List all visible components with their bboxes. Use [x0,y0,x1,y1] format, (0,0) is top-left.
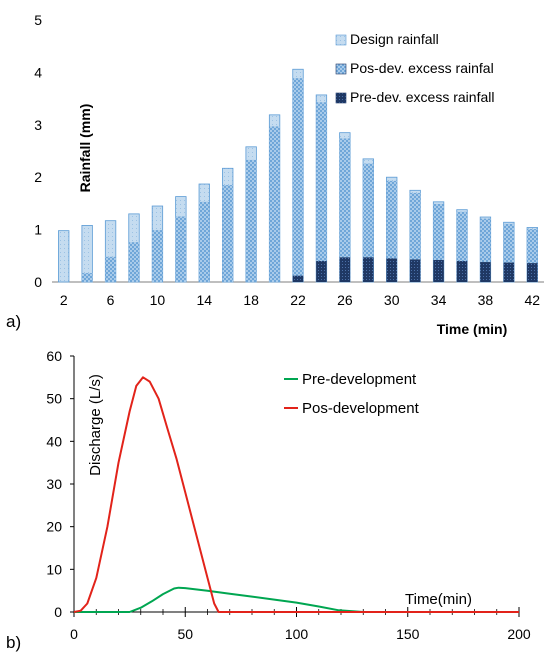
y-tick-label: 3 [34,117,42,133]
y-axis-title: Rainfall (mm) [77,104,93,193]
pre-development-line [74,586,519,613]
pos-dev-excess-bar [128,242,140,282]
x-tick-label: 0 [70,626,78,642]
y-axis-title: Discharge (L/s) [87,374,104,476]
pre-dev-excess-bar [480,262,491,282]
y-tick-label: 2 [34,169,42,185]
x-tick-label: 22 [290,292,306,308]
x-tick-label: 150 [396,626,420,642]
x-tick-label: 14 [196,292,212,308]
pre-dev-excess-bar [363,257,374,282]
pre-dev-excess-bar [503,262,515,282]
legend-pre-dev-excess-label: Pre-dev. excess rainfall [350,89,494,105]
y-tick-label: 40 [46,433,62,449]
y-tick-label: 60 [46,348,62,364]
pos-dev-excess-bar [269,126,280,282]
design-rainfall-bar [58,230,70,283]
pre-dev-excess-bar [339,257,351,282]
x-tick-label: 30 [384,292,400,308]
legend-pre-development-label: Pre-development [302,371,417,388]
pos-dev-excess-bar [409,192,421,282]
pos-dev-excess-bar [363,163,374,282]
bars [58,68,538,283]
pre-dev-excess-bar [433,259,444,282]
pos-dev-excess-bar [81,273,93,282]
x-tick-label: 10 [150,292,166,308]
x-axis-title: Time (min) [437,321,508,337]
pre-dev-excess-bar [386,258,397,282]
pos-dev-excess-bar [386,180,397,282]
panel-label-b: b) [6,633,21,652]
x-tick-label: 34 [431,292,447,308]
pos-dev-excess-bar [503,223,515,282]
pos-development-line [73,376,519,613]
pos-dev-excess-bar [527,229,538,282]
x-tick-label: 26 [337,292,353,308]
pos-dev-excess-bar [339,138,351,282]
legend-pos-dev-excess-swatch [335,63,347,75]
y-tick-label: 50 [46,391,62,407]
pre-dev-excess-bar [527,263,538,282]
legend-pos-dev-excess-label: Pos-dev. excess rainfal [350,60,494,76]
y-tick-label: 5 [34,12,42,28]
legend-design-rainfall-label: Design rainfall [350,31,439,47]
y-tick-label: 10 [46,561,62,577]
pos-dev-excess-bar [199,201,210,282]
pre-dev-excess-bar [292,275,304,282]
pos-dev-excess-bar [456,211,468,282]
lines [73,376,519,613]
legend: Design rainfall Pos-dev. excess rainfal Pr… [335,31,494,105]
pos-dev-excess-bar [152,230,163,282]
x-tick-label: 42 [524,292,540,308]
pos-dev-excess-bar [292,78,304,282]
y-tick-label: 4 [34,64,42,80]
discharge-line-chart: 0 10 20 30 40 50 60 0 50 100 150 200 Pre-developmen… [6,348,531,652]
y-tick-label: 0 [54,604,62,620]
legend: Pre-development Pos-development [284,371,420,417]
x-tick-label: 50 [177,626,193,642]
legend-design-rainfall-swatch [335,34,347,46]
axes: 0 10 20 30 40 50 60 0 50 100 150 200 [46,348,530,642]
pos-dev-excess-bar [105,256,116,282]
panel-label-a: a) [6,312,21,331]
x-tick-label: 18 [243,292,259,308]
x-tick-label: 2 [60,292,68,308]
y-tick-label: 20 [46,519,62,535]
legend-pos-development-label: Pos-development [302,400,420,417]
y-tick-label: 0 [34,274,42,290]
y-tick-label: 1 [34,222,42,238]
x-axis-title: Time(min) [405,591,472,608]
y-tick-label: 30 [46,476,62,492]
legend-pre-dev-excess-swatch [335,92,347,104]
x-tick-label: 100 [285,626,309,642]
pos-dev-excess-bar [433,203,444,282]
x-tick-label: 6 [107,292,115,308]
pos-dev-excess-bar [316,102,327,282]
pre-dev-excess-bar [409,259,421,282]
x-tick-label: 200 [507,626,531,642]
pre-dev-excess-bar [456,261,468,282]
pos-dev-excess-bar [480,218,491,282]
pos-dev-excess-bar [245,159,257,282]
pos-dev-excess-bar [175,216,187,282]
x-tick-label: 38 [478,292,494,308]
pre-dev-excess-bar [316,261,327,282]
pos-dev-excess-bar [222,185,233,282]
